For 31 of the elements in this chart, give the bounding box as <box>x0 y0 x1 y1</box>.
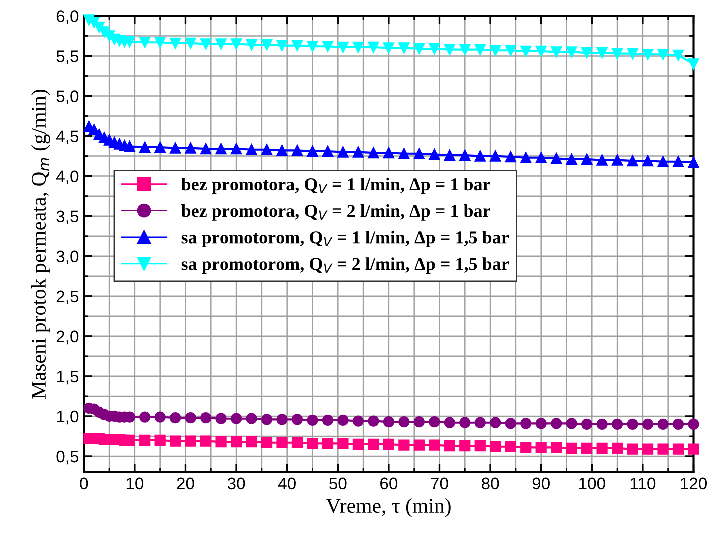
y-tick-label: 1,0 <box>57 410 79 425</box>
y-tick-label: 6,0 <box>56 10 79 24</box>
x-tick-label: 40 <box>278 478 296 490</box>
y-tick-label: 3,5 <box>56 210 79 225</box>
x-tick-label: 120 <box>681 478 707 490</box>
x-tick-label: 0 <box>80 478 88 490</box>
legend-label: sa promotorom, Q$_{V}$ = 1 l/min, Δp = 1,5 bar <box>182 231 510 248</box>
x-tick-label: 10 <box>126 478 144 490</box>
x-tick-label: 30 <box>228 478 246 490</box>
y-tick-label: 5,5 <box>56 50 79 64</box>
legend-label: sa promotorom, Q$_{V}$ = 2 l/min, Δp = 1,5 bar <box>182 258 510 274</box>
y-tick-label: 2,5 <box>56 290 79 305</box>
y-tick-label: 1,5 <box>57 371 79 385</box>
y-tick-label: 4,0 <box>56 170 79 184</box>
x-tick-label: 70 <box>431 478 448 490</box>
x-tick-label: 90 <box>532 478 550 490</box>
x-axis-title: Vreme, τ (min) <box>326 498 451 518</box>
y-tick-label: 4,5 <box>56 130 79 144</box>
x-tick-label: 60 <box>380 478 398 490</box>
y-tick-label: 0,5 <box>56 450 79 465</box>
x-tick-label: 100 <box>580 478 606 490</box>
legend-label: bez promotora, Q$_{V}$ = 2 l/min, Δp = 1 bar <box>182 204 490 221</box>
x-tick-label: 80 <box>482 478 500 490</box>
y-tick-label: 2,0 <box>56 330 79 345</box>
y-tick-label: 3,0 <box>56 250 79 265</box>
x-tick-label: 110 <box>630 478 656 490</box>
y-axis-title: Maseni protok permeata, Q$_{m}$ (g/min) <box>31 90 50 400</box>
x-tick-label: 20 <box>177 478 194 490</box>
y-tick-label: 5,0 <box>56 90 79 104</box>
x-tick-label: 50 <box>330 478 347 490</box>
legend-label: bez promotora, Q$_{V}$ = 1 l/min, Δp = 1 bar <box>182 178 490 194</box>
